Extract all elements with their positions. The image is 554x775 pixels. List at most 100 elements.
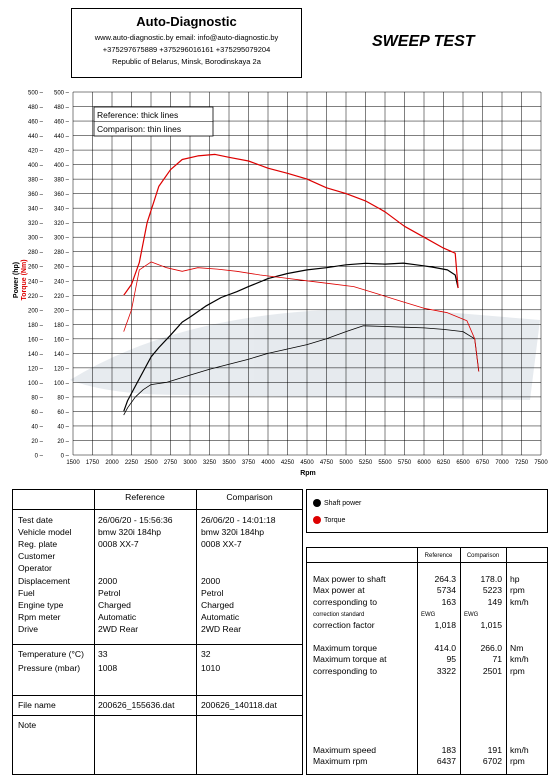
y-tick-torque: 220 – bbox=[54, 294, 70, 300]
note-reference: Reference: thick lines bbox=[97, 110, 178, 120]
x-tick-label: 3250 bbox=[203, 460, 217, 466]
rows1-cmp: 0008 XX-7 bbox=[201, 539, 242, 550]
rows1-ref: 2000 bbox=[98, 575, 118, 586]
x-axis-label: Rpm bbox=[300, 470, 316, 477]
x-tick-label: 4500 bbox=[300, 460, 314, 466]
result-rows2-cmp: 2501 bbox=[482, 665, 502, 676]
y-axis-torque-label: Torque (Nm) bbox=[21, 259, 28, 300]
result-rows-unit: km/h bbox=[510, 596, 529, 607]
x-tick-label: 6000 bbox=[417, 460, 431, 466]
legend-marker-power bbox=[313, 499, 321, 507]
right-col-reference: Reference bbox=[424, 553, 453, 559]
rows1-cmp: 26/06/20 - 14:01:18 bbox=[201, 515, 276, 525]
rows2-ref: 33 bbox=[98, 649, 108, 659]
y-tick-power: 440 – bbox=[28, 134, 44, 140]
x-tick-label: 2500 bbox=[144, 460, 158, 466]
legend-label-torque: Torque bbox=[324, 517, 346, 524]
result-rows3-unit: km/h bbox=[510, 745, 529, 755]
company-address: Republic of Belarus, Minsk, Borodinskaya… bbox=[112, 57, 261, 66]
y-tick-power: 80 – bbox=[31, 395, 43, 401]
chart-series bbox=[123, 153, 480, 416]
rows2-label: Temperature (°C) bbox=[18, 649, 84, 659]
right-col-comparison: Comparison bbox=[466, 553, 500, 559]
y-axis-torque: 0 – 20 – 40 – 60 – 80 – 100 – 120 – 140 – 160 – 1… bbox=[54, 91, 70, 460]
y-tick-torque: 500 – bbox=[54, 91, 70, 97]
y-tick-torque: 480 – bbox=[54, 105, 70, 111]
rows1-ref: bmw 320i 184hp bbox=[98, 527, 162, 538]
result-rows-ref: 5734 bbox=[436, 585, 456, 596]
y-tick-torque: 180 – bbox=[54, 323, 70, 329]
shaft-power-reference-line bbox=[123, 262, 459, 412]
note-label: Note bbox=[18, 720, 37, 730]
result-rows-label: Max power at bbox=[313, 585, 365, 596]
y-tick-power: 120 – bbox=[28, 366, 44, 372]
y-tick-torque: 300 – bbox=[54, 236, 70, 242]
rows2-ref: 1008 bbox=[98, 663, 118, 673]
result-rows-ref: 163 bbox=[441, 596, 456, 607]
y-tick-torque: 160 – bbox=[54, 337, 70, 343]
torque-reference-line bbox=[123, 153, 459, 296]
result-rows2-ref: 3322 bbox=[436, 665, 456, 676]
company-header: Auto-Diagnostic www.auto-diagnostic.by e… bbox=[71, 8, 302, 78]
y-tick-torque: 40 – bbox=[57, 424, 69, 430]
y-tick-torque: 440 – bbox=[54, 134, 70, 140]
rows1-ref: 2WD Rear bbox=[98, 623, 139, 634]
company-phones: +375297675889 +375296016161 +37529507920… bbox=[102, 45, 271, 54]
y-tick-power: 380 – bbox=[28, 178, 44, 184]
result-rows2-ref: 95 bbox=[446, 654, 456, 665]
x-tick-label: 4250 bbox=[281, 460, 295, 466]
result-rows2-ref: 414.0 bbox=[434, 643, 456, 653]
note-comparison: Comparison: thin lines bbox=[97, 124, 181, 134]
result-rows-label: correction standard bbox=[313, 612, 365, 619]
y-tick-power: 340 – bbox=[28, 207, 44, 213]
rows2-cmp: 32 bbox=[201, 649, 211, 659]
rows1-cmp: 2WD Rear bbox=[201, 623, 242, 634]
file-name-reference: 200626_155636.dat bbox=[98, 700, 175, 710]
x-tick-label: 3000 bbox=[183, 460, 197, 466]
y-axis-power-label: Power (hp) bbox=[13, 262, 20, 298]
result-rows3-label: Maximum speed bbox=[313, 745, 377, 755]
y-tick-power: 60 – bbox=[31, 410, 43, 416]
result-rows2-label: corresponding to bbox=[313, 665, 378, 676]
x-tick-label: 5750 bbox=[398, 460, 412, 466]
y-tick-torque: 340 – bbox=[54, 207, 70, 213]
x-tick-label: 2750 bbox=[164, 460, 178, 466]
y-tick-power: 360 – bbox=[28, 192, 44, 198]
x-tick-label: 6750 bbox=[476, 460, 490, 466]
result-rows2-unit: Nm bbox=[510, 643, 524, 653]
y-tick-torque: 120 – bbox=[54, 366, 70, 372]
y-tick-torque: 400 – bbox=[54, 163, 70, 169]
rows1-ref: Automatic bbox=[98, 611, 137, 622]
rows1-label: Customer bbox=[18, 551, 56, 562]
rows1-cmp: Automatic bbox=[201, 611, 240, 622]
y-tick-torque: 80 – bbox=[57, 395, 69, 401]
result-rows-cmp: 178.0 bbox=[480, 574, 502, 584]
y-tick-power: 40 – bbox=[31, 424, 43, 430]
y-tick-power: 20 – bbox=[31, 439, 43, 445]
rows1-label: Drive bbox=[18, 623, 39, 634]
result-rows-ref: EWG bbox=[421, 612, 436, 619]
y-tick-torque: 0 – bbox=[61, 454, 70, 460]
x-tick-label: 6250 bbox=[437, 460, 451, 466]
result-rows2-label: Maximum torque at bbox=[313, 654, 387, 665]
y-tick-power: 420 – bbox=[28, 149, 44, 155]
result-rows-label: Max power to shaft bbox=[313, 574, 386, 584]
file-name-label: File name bbox=[18, 700, 56, 710]
legend-marker-torque bbox=[313, 516, 321, 524]
dyno-chart: . 0 – 20 – 40 – 60 – 80 – 100 – 120 – 140 – 160 … bbox=[13, 91, 548, 478]
result-rows3-label: Maximum rpm bbox=[313, 756, 368, 767]
y-tick-power: 100 – bbox=[28, 381, 44, 387]
y-tick-torque: 260 – bbox=[54, 265, 70, 271]
rows1-label: Displacement bbox=[18, 575, 71, 586]
left-col-reference: Reference bbox=[125, 492, 165, 502]
left-col-comparison: Comparison bbox=[226, 492, 273, 502]
y-tick-power: 180 – bbox=[28, 323, 44, 329]
x-tick-label: 5500 bbox=[378, 460, 392, 466]
y-tick-power: 240 – bbox=[28, 279, 44, 285]
torque-comparison-line bbox=[123, 261, 480, 372]
result-rows-cmp: 149 bbox=[487, 596, 502, 607]
y-tick-power: 220 – bbox=[28, 294, 44, 300]
y-tick-power: 320 – bbox=[28, 221, 44, 227]
x-tick-label: 2000 bbox=[105, 460, 119, 466]
test-title: SWEEP TEST bbox=[372, 33, 475, 50]
